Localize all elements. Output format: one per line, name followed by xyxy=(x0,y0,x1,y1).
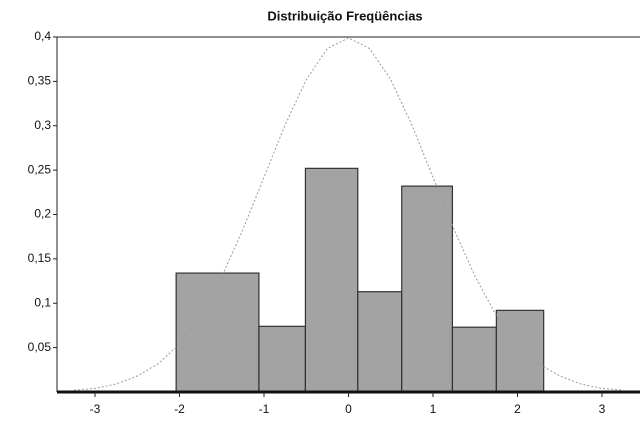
bar xyxy=(304,167,359,393)
bar xyxy=(357,291,403,393)
x-tick-label: 0 xyxy=(345,402,352,416)
x-tick-label: 2 xyxy=(514,402,521,416)
x-tick-label: -1 xyxy=(259,402,270,416)
normal-curve xyxy=(73,37,624,391)
y-tick-label: 0,4 xyxy=(34,29,51,43)
y-tick-label: 0,1 xyxy=(34,295,51,309)
bar xyxy=(175,272,260,393)
bar xyxy=(495,309,545,393)
y-tick-label: 0,2 xyxy=(34,207,51,221)
y-tick-label: 0,3 xyxy=(34,118,51,132)
chart-title: Distribuição Freqüências xyxy=(267,8,422,23)
bar xyxy=(401,185,454,393)
y-tick-label: 0,35 xyxy=(28,74,52,88)
x-tick-label: -2 xyxy=(174,402,185,416)
y-tick-label: 0,05 xyxy=(28,340,52,354)
bar xyxy=(258,325,307,393)
x-tick-label: 1 xyxy=(430,402,437,416)
y-tick-label: 0,25 xyxy=(28,162,52,176)
x-tick-label: 3 xyxy=(599,402,606,416)
bar xyxy=(451,326,497,393)
y-tick-label: 0,15 xyxy=(28,251,52,265)
x-tick-label: -3 xyxy=(90,402,101,416)
